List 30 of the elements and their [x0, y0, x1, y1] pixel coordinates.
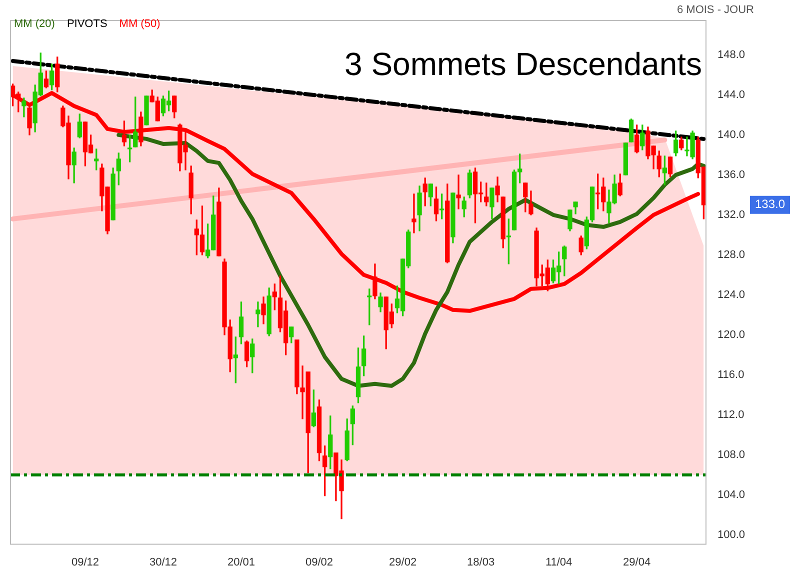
- candlestick: [256, 302, 260, 328]
- x-tick-label: 20/01: [227, 556, 255, 568]
- y-tick-label: 148.0: [717, 49, 746, 62]
- y-tick-label: 132.0: [717, 208, 746, 221]
- y-tick-label: 112.0: [717, 408, 744, 421]
- y-tick-label: 116.0: [717, 368, 744, 381]
- y-tick-label: 136.0: [717, 168, 746, 181]
- text: 6 MOIS - JOUR: [676, 4, 754, 16]
- x-tick-label: 29/04: [623, 556, 651, 568]
- candlestick: [412, 194, 416, 234]
- y-tick-label: 104.0: [717, 488, 746, 501]
- text: 133.0: [754, 197, 786, 212]
- y-tick-label: 100.0: [717, 528, 746, 541]
- y-tick-label: 124.0: [717, 288, 746, 301]
- y-tick-label: 144.0: [717, 89, 746, 102]
- x-tick-label: 30/12: [149, 556, 177, 568]
- x-tick-label: 09/02: [305, 556, 333, 568]
- x-tick-label: 11/04: [545, 556, 572, 568]
- candlestick: [456, 174, 461, 210]
- y-tick-label: 108.0: [717, 448, 746, 461]
- y-tick-label: 128.0: [717, 248, 746, 261]
- x-tick-label: 09/12: [71, 556, 99, 568]
- y-tick-label: 140.0: [717, 128, 746, 141]
- y-tick-label: 120.0: [717, 328, 746, 341]
- text: MM (50): [119, 18, 160, 30]
- text: PIVOTS: [66, 18, 108, 30]
- x-tick-label: 18/03: [467, 556, 495, 568]
- text: MM (20): [14, 18, 55, 30]
- x-tick-label: 29/02: [389, 556, 417, 568]
- text: 3 Sommets Descendants: [344, 46, 702, 83]
